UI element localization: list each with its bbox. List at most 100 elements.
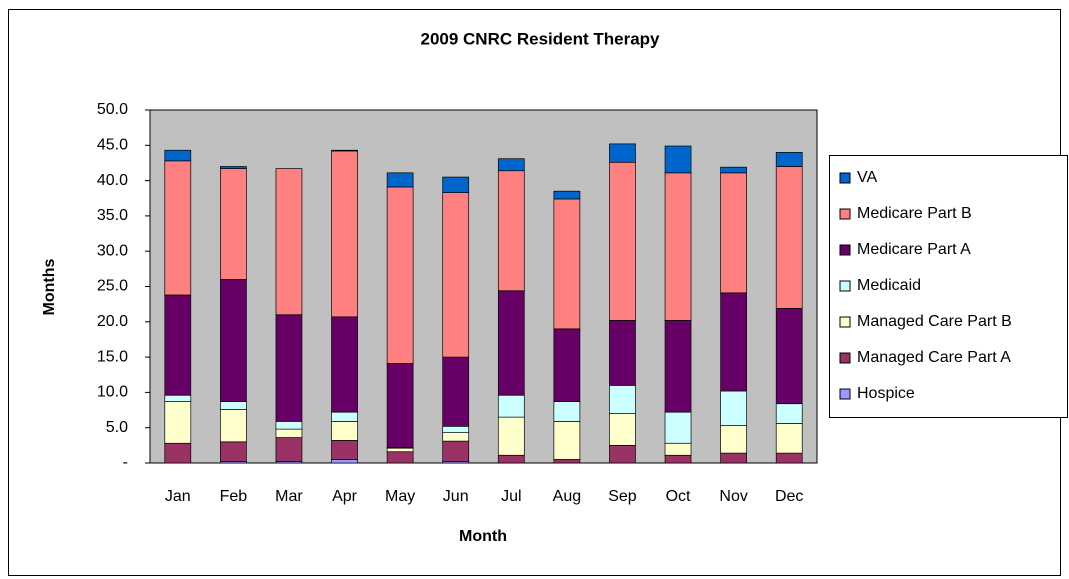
x-tick-label: Dec [775, 488, 803, 505]
y-tick-label: 5.0 [106, 419, 128, 436]
x-tick-label: Mar [275, 488, 303, 505]
chart-title: 2009 CNRC Resident Therapy [420, 29, 660, 48]
bar-segment [775, 152, 803, 167]
bar-segment [331, 459, 358, 464]
x-tick-label: Jun [443, 488, 469, 505]
bar-segment [275, 437, 303, 462]
bar-segment [553, 190, 581, 200]
bar-segment [775, 403, 803, 424]
bar-segment [442, 432, 470, 442]
bar-segment [720, 452, 747, 464]
bar-segment [164, 401, 192, 444]
bar-segment [497, 158, 525, 172]
legend-label: Medicaid [857, 277, 921, 294]
y-tick-label: 10.0 [97, 384, 128, 401]
bar-segment [775, 423, 803, 454]
bar-segment [720, 390, 747, 426]
x-tick-label: Oct [666, 488, 691, 505]
bar-segment [220, 441, 247, 462]
y-tick-label: 20.0 [97, 313, 128, 330]
bar-segment [664, 320, 692, 413]
bar-segment [331, 411, 358, 422]
bar-segment [553, 459, 581, 464]
bar-segment [775, 308, 803, 405]
bar-segment [442, 440, 470, 462]
x-tick-label: Apr [332, 488, 358, 505]
bar-segment [553, 420, 581, 460]
y-tick-label: 35.0 [97, 207, 128, 224]
legend-label: VA [857, 169, 877, 186]
bar-segment [164, 442, 192, 464]
legend-swatch [839, 388, 851, 400]
legend-swatch [839, 208, 851, 220]
bar-segment [164, 149, 192, 162]
bar-segment [720, 292, 747, 392]
bar-segment [664, 442, 692, 456]
x-tick-label: Feb [220, 488, 248, 505]
bar-segment [609, 445, 636, 464]
bar-segment [609, 320, 636, 386]
plot-area [149, 109, 818, 464]
bar-segment [497, 416, 525, 456]
legend-swatch [839, 352, 851, 364]
bar-segment [609, 143, 636, 163]
x-axis-label: Month [459, 528, 507, 545]
y-tick-label: - [123, 454, 128, 471]
bar-segment [664, 411, 692, 444]
legend-box [829, 155, 1068, 418]
x-tick-label: Nov [719, 488, 747, 505]
bar-segment [720, 166, 747, 174]
bar-segment [164, 294, 192, 396]
y-tick-label: 45.0 [97, 137, 128, 154]
bar-segment [553, 328, 581, 402]
bar-segment [331, 420, 358, 441]
bar-segment [220, 168, 247, 280]
x-tick-label: May [385, 488, 415, 505]
bar-segment [386, 447, 414, 453]
bar-segment [553, 198, 581, 330]
bar-segment [720, 425, 747, 454]
bar-segment [220, 279, 247, 402]
x-tick-label: Jan [165, 488, 191, 505]
bar-segment [442, 356, 470, 427]
bar-segment [164, 394, 192, 402]
bar-segment [720, 172, 747, 294]
bar-segment [386, 451, 414, 464]
bar-segment [386, 186, 414, 364]
y-axis-label: Months [41, 258, 58, 315]
bar-segment [164, 160, 192, 296]
legend-label: Medicare Part A [857, 241, 971, 258]
bar-segment [442, 425, 470, 433]
x-tick-label: Aug [553, 488, 581, 505]
bar-segment [775, 452, 803, 464]
legend-swatch [839, 244, 851, 256]
bar-segment [664, 145, 692, 174]
bar-segment [609, 384, 636, 414]
x-tick-label: Jul [501, 488, 521, 505]
bar-segment [664, 454, 692, 464]
bar-segment [331, 150, 358, 318]
bar-segment [275, 314, 303, 422]
bar-segment [275, 428, 303, 438]
legend-label: Managed Care Part B [857, 313, 1012, 330]
y-tick-label: 50.0 [97, 101, 128, 118]
bar-segment [331, 316, 358, 413]
bar-segment [609, 161, 636, 321]
bar-segment [553, 401, 581, 422]
bar-segment [220, 401, 247, 410]
bar-segment [775, 166, 803, 309]
bar-segment [497, 454, 525, 464]
bar-segment [442, 192, 470, 358]
legend-swatch [839, 280, 851, 292]
legend-swatch [839, 316, 851, 328]
bar-segment [664, 172, 692, 321]
legend-label: Medicare Part B [857, 205, 972, 222]
bar-segment [386, 172, 414, 188]
bar-segment [331, 149, 358, 152]
bar-segment [331, 440, 358, 460]
bar-segment [386, 363, 414, 448]
bar-segment [442, 176, 470, 193]
bar-segment [609, 413, 636, 446]
bar-segment [497, 394, 525, 418]
